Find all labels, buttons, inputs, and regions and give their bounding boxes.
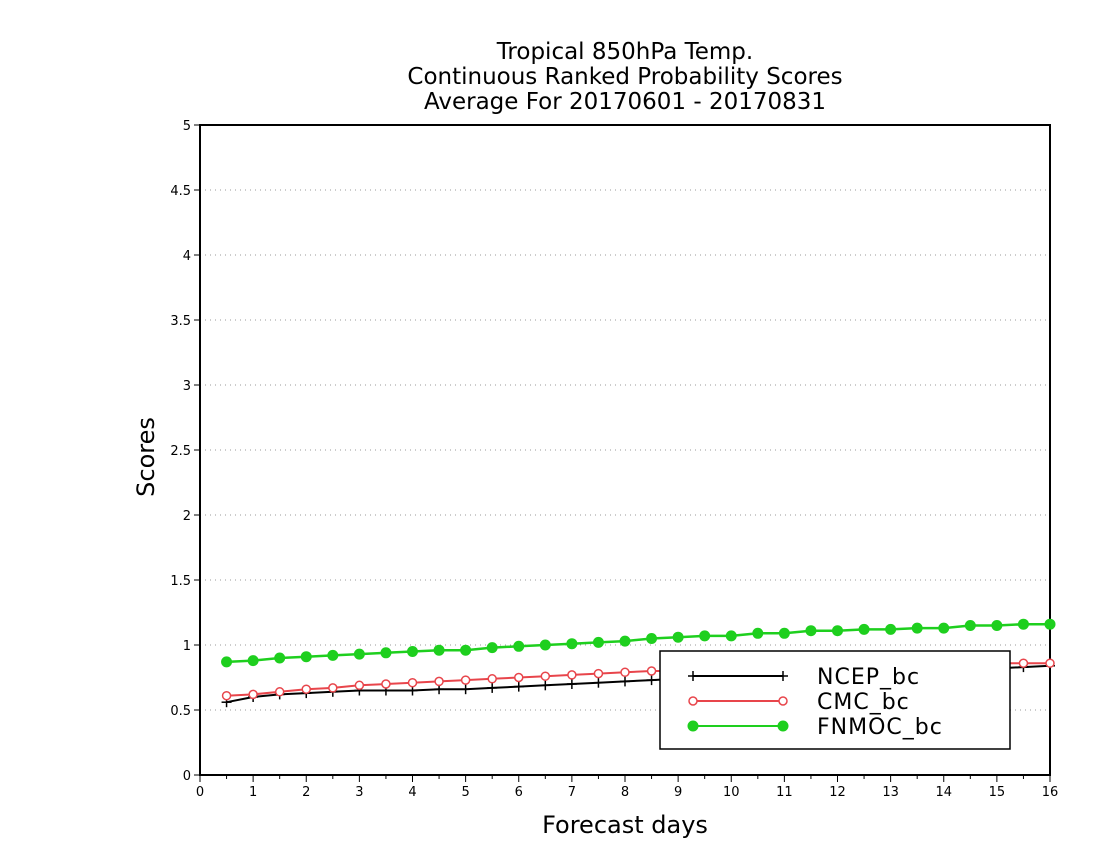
y-axis-ticks: 0 0.5 1 1.5 2 2.5 3 3.5 4 4.5 5 — [170, 119, 200, 784]
x-tick-label: 3 — [355, 785, 363, 800]
data-point-FNMOC_bc — [274, 652, 286, 664]
y-tick-label: 1.5 — [170, 574, 191, 589]
y-tick-label: 3 — [183, 379, 191, 394]
data-point-FNMOC_bc — [858, 623, 870, 635]
data-point-FNMOC_bc — [619, 635, 631, 647]
data-point-CMC_bc — [221, 690, 232, 701]
data-point-CMC_bc — [1018, 658, 1029, 668]
y-tick-label: 0 — [183, 769, 191, 784]
data-point-CMC_bc — [381, 679, 391, 689]
legend-label-FNMOC_bc: FNMOC_bc — [817, 715, 943, 740]
data-point-FNMOC_bc — [433, 644, 445, 656]
data-point-CMC_bc — [354, 680, 365, 691]
x-tick-label: 0 — [196, 785, 204, 800]
data-point-FNMOC_bc — [513, 640, 525, 652]
data-point-FNMOC_bc — [832, 625, 843, 637]
data-point-CMC_bc — [301, 684, 311, 694]
data-point-CMC_bc — [274, 687, 285, 697]
y-tick-label: 4.5 — [170, 184, 191, 199]
y-axis-label: Scores — [132, 417, 160, 497]
data-point-CMC_bc — [328, 683, 338, 693]
data-point-CMC_bc — [407, 677, 418, 688]
data-point-CMC_bc — [778, 696, 788, 706]
data-point-FNMOC_bc — [327, 649, 339, 661]
x-tick-label: 13 — [882, 785, 899, 800]
x-axis-ticks: 0 1 2 3 4 5 6 7 8 9 10 11 12 13 14 15 16 — [196, 775, 1058, 800]
x-tick-label: 4 — [408, 785, 416, 800]
data-point-FNMOC_bc — [777, 720, 789, 732]
data-point-FNMOC_bc — [778, 627, 790, 639]
data-point-CMC_bc — [514, 672, 524, 683]
legend-label-NCEP_bc: NCEP_bc — [817, 665, 920, 690]
data-point-FNMOC_bc — [672, 631, 684, 643]
series-FNMOC_bc — [221, 618, 1056, 668]
title-line-3: Average For 20170601 - 20170831 — [424, 89, 826, 115]
data-point-FNMOC_bc — [885, 623, 897, 635]
data-point-FNMOC_bc — [725, 630, 737, 642]
x-tick-label: 1 — [249, 785, 257, 800]
y-tick-label: 1 — [183, 639, 191, 654]
data-point-FNMOC_bc — [699, 630, 711, 642]
title-line-1: Tropical 850hPa Temp. — [496, 39, 753, 65]
title-line-2: Continuous Ranked Probability Scores — [407, 64, 842, 90]
y-tick-label: 0.5 — [170, 704, 191, 719]
data-point-CMC_bc — [620, 667, 630, 678]
x-tick-label: 14 — [935, 785, 952, 800]
data-point-FNMOC_bc — [221, 656, 233, 668]
data-point-FNMOC_bc — [752, 627, 764, 639]
chart-title: Tropical 850hPa Temp. Continuous Ranked … — [407, 39, 842, 115]
x-tick-label: 12 — [829, 785, 846, 800]
data-point-FNMOC_bc — [938, 622, 950, 634]
data-point-FNMOC_bc — [353, 648, 365, 660]
data-point-CMC_bc — [540, 671, 551, 681]
y-tick-label: 4 — [183, 249, 191, 264]
data-point-CMC_bc — [1045, 658, 1055, 668]
x-tick-label: 15 — [989, 785, 1006, 800]
x-tick-label: 5 — [461, 785, 469, 800]
data-point-CMC_bc — [567, 670, 577, 680]
data-point-FNMOC_bc — [300, 651, 312, 663]
data-point-FNMOC_bc — [407, 646, 418, 657]
x-tick-label: 9 — [674, 785, 682, 800]
data-point-FNMOC_bc — [911, 622, 923, 634]
data-point-CMC_bc — [248, 689, 258, 700]
x-tick-label: 16 — [1042, 785, 1059, 800]
y-tick-label: 2 — [183, 509, 191, 524]
data-point-FNMOC_bc — [991, 620, 1003, 631]
data-point-CMC_bc — [487, 674, 497, 684]
data-point-FNMOC_bc — [1017, 618, 1029, 630]
data-point-FNMOC_bc — [646, 633, 658, 644]
data-point-FNMOC_bc — [964, 620, 976, 631]
x-tick-label: 2 — [302, 785, 310, 800]
y-tick-label: 2.5 — [170, 444, 191, 459]
data-point-FNMOC_bc — [380, 647, 392, 659]
x-tick-label: 8 — [621, 785, 629, 800]
data-point-CMC_bc — [688, 696, 698, 706]
y-tick-label: 5 — [183, 119, 191, 134]
data-point-CMC_bc — [434, 676, 444, 687]
y-tick-label: 3.5 — [170, 314, 191, 329]
data-point-CMC_bc — [593, 668, 604, 679]
grid-lines — [200, 124, 1050, 711]
data-point-FNMOC_bc — [486, 642, 498, 654]
legend-label-CMC_bc: CMC_bc — [817, 690, 910, 715]
data-point-CMC_bc — [646, 666, 657, 676]
data-point-FNMOC_bc — [1044, 618, 1056, 630]
data-point-FNMOC_bc — [805, 625, 817, 637]
x-tick-label: 7 — [568, 785, 576, 800]
x-tick-label: 10 — [723, 785, 740, 800]
data-point-CMC_bc — [460, 675, 471, 685]
data-point-FNMOC_bc — [539, 639, 551, 651]
data-point-FNMOC_bc — [247, 655, 259, 667]
data-point-FNMOC_bc — [460, 644, 472, 656]
x-tick-label: 6 — [515, 785, 523, 800]
x-axis-label: Forecast days — [542, 811, 708, 839]
data-point-FNMOC_bc — [592, 636, 604, 648]
x-tick-label: 11 — [776, 785, 793, 800]
data-point-FNMOC_bc — [566, 638, 578, 650]
data-point-FNMOC_bc — [687, 720, 699, 732]
